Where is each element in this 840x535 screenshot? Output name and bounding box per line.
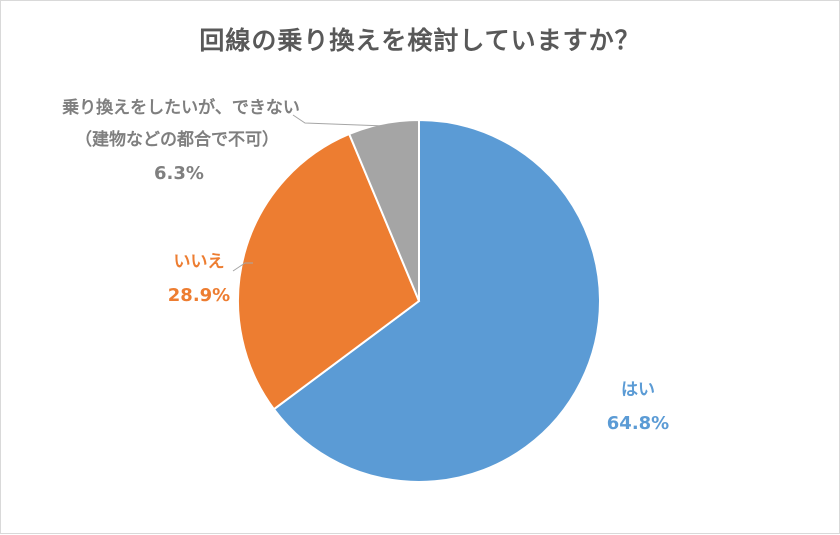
slice-label-no: いいえ xyxy=(174,252,225,272)
slice-unable xyxy=(347,118,420,302)
slice-no xyxy=(237,132,421,411)
slice-percent-yes: 64.8% xyxy=(607,413,669,434)
slice-percent-no: 28.9% xyxy=(168,285,230,306)
chart-title: 回線の乗り換えを検討していますか？ xyxy=(199,26,641,55)
slice-label-yes: はい xyxy=(621,380,655,400)
slice-percent-unable: 6.3% xyxy=(154,163,204,184)
leader-line-unable xyxy=(292,114,387,127)
leader-line-no xyxy=(232,262,253,272)
slice-label-unable-line2: （建物などの都合で不可） xyxy=(75,129,279,150)
slice-yes xyxy=(272,118,601,483)
slice-label-unable-line1: 乗り換えをしたいが、できない xyxy=(61,97,300,118)
